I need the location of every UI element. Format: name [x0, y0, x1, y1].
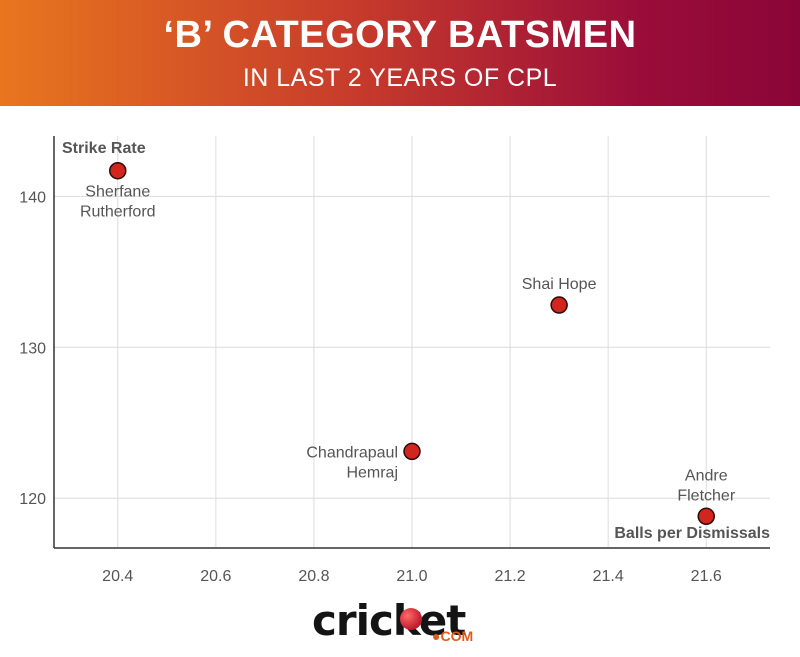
data-point — [697, 507, 715, 526]
chart-header: ‘B’ CATEGORY BATSMEN IN LAST 2 YEARS OF … — [0, 0, 800, 106]
y-axis-label: Strike Rate — [62, 140, 146, 157]
data-point-label: Hemraj — [346, 464, 398, 481]
x-tick-label: 20.6 — [200, 568, 231, 585]
y-tick-label: 140 — [19, 189, 46, 206]
cricket-ball-icon — [400, 608, 422, 630]
x-tick-label: 21.6 — [691, 568, 722, 585]
x-tick-label: 21.4 — [593, 568, 624, 585]
x-tick-label: 20.8 — [298, 568, 329, 585]
data-point-label: Chandrapaul — [306, 444, 398, 461]
data-point-label: Rutherford — [80, 204, 156, 221]
scatter-chart: 20.4 20.6 20.8 21.0 21.2 21.4 21.6 120 130 140 Str… — [19, 136, 770, 585]
data-point — [550, 296, 568, 314]
y-tick-label: 120 — [19, 491, 46, 508]
x-tick-label: 21.0 — [396, 568, 427, 585]
x-tick-label: 21.2 — [495, 568, 526, 585]
data-point-label: Fletcher — [677, 487, 735, 504]
data-point-label: Shai Hope — [522, 276, 597, 293]
cricket-com-logo: cricket ●COM — [0, 590, 800, 650]
data-point-label: Andre — [685, 467, 728, 484]
data-point — [403, 442, 421, 461]
logo-suffix: ●COM — [432, 628, 474, 644]
x-axis-label: Balls per Dismissals — [614, 525, 770, 542]
x-tick-label: 20.4 — [102, 568, 133, 585]
y-tick-label: 130 — [19, 340, 46, 357]
data-point — [109, 161, 127, 180]
data-point-label: Sherfane — [85, 184, 150, 201]
chart-title: ‘B’ CATEGORY BATSMEN — [163, 14, 637, 56]
chart-subtitle: IN LAST 2 YEARS OF CPL — [242, 64, 558, 92]
logo-wordmark: cricket — [312, 596, 466, 645]
